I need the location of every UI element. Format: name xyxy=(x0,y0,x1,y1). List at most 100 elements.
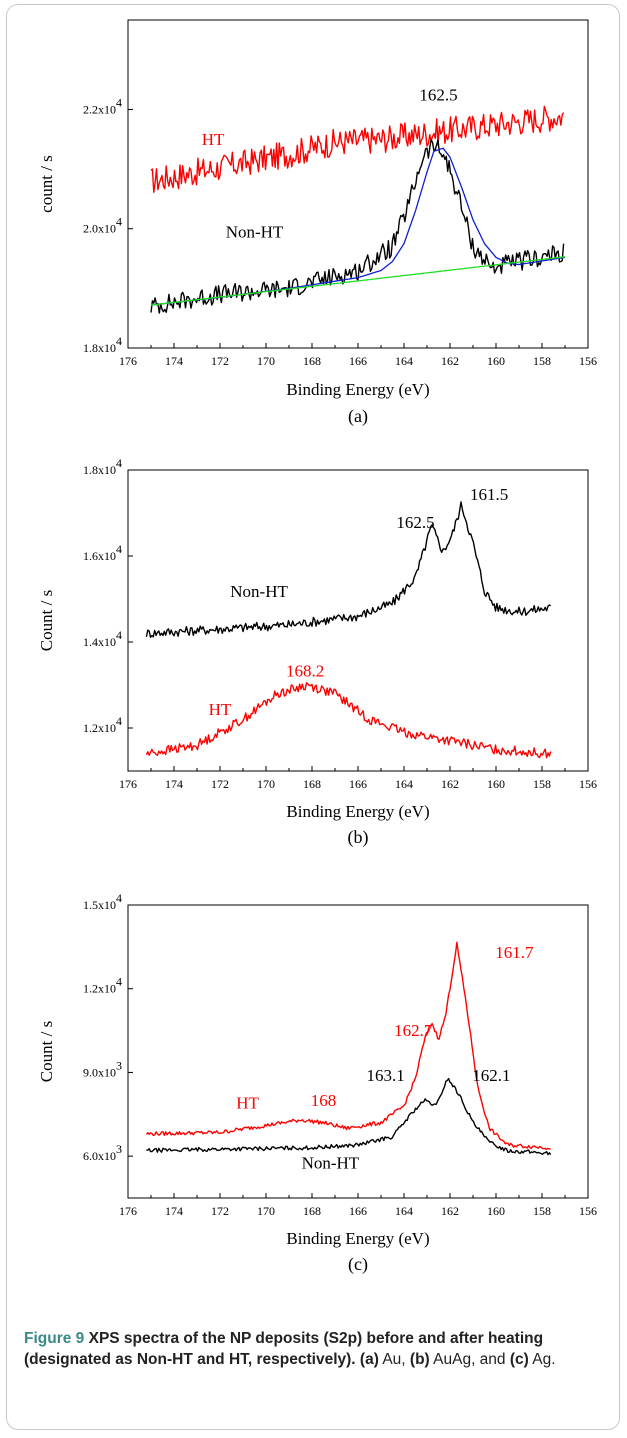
x-tick-label: 162 xyxy=(441,777,459,791)
y-axis-title: Count / s xyxy=(37,1021,56,1082)
annotation-label: 162.5 xyxy=(396,513,434,532)
x-tick-label: 164 xyxy=(395,777,413,791)
caption-main-text: XPS spectra of the NP deposits (S2p) bef… xyxy=(24,1330,544,1368)
annotation-label: HT xyxy=(236,1094,259,1113)
x-tick-label: 176 xyxy=(119,1204,137,1218)
x-tick-label: 168 xyxy=(303,1204,321,1218)
annotation-label: 161.7 xyxy=(495,943,534,962)
x-tick-label: 176 xyxy=(119,777,137,791)
y-axis-title: count / s xyxy=(37,155,56,213)
y-tick-exponent: 4 xyxy=(116,542,122,556)
chart-panel-b: 176 174 172 170 168 166 164 162 160 158 156 1.2x10 4… xyxy=(0,456,627,885)
annotation-label: Non-HT xyxy=(226,223,284,242)
y-tick-exponent: 4 xyxy=(116,891,122,905)
annotation-label: 161.5 xyxy=(470,485,508,504)
x-axis-title: Binding Energy (eV) xyxy=(286,1229,429,1248)
panel-letter: (c) xyxy=(348,1254,368,1275)
x-tick-label: 158 xyxy=(533,777,551,791)
x-axis-title: Binding Energy (eV) xyxy=(286,802,429,821)
y-tick-label: 2.0x10 xyxy=(83,222,116,236)
plot-frame xyxy=(127,469,589,772)
y-tick-exponent: 4 xyxy=(116,456,122,470)
x-tick-label: 158 xyxy=(533,354,551,368)
annotation-label: Non-HT xyxy=(302,1154,360,1173)
y-tick-label: 6.0x10 xyxy=(83,1149,116,1163)
x-tick-label: 160 xyxy=(487,777,505,791)
chart-panel-c: 176 174 172 170 168 166 164 162 160 158 156 6.0x10 3… xyxy=(0,891,627,1320)
series-line-ht xyxy=(145,682,552,759)
y-tick-exponent: 3 xyxy=(116,1142,122,1156)
x-tick-label: 162 xyxy=(441,1204,459,1218)
x-tick-label: 168 xyxy=(303,777,321,791)
x-tick-label: 162 xyxy=(441,354,459,368)
y-tick-exponent: 4 xyxy=(116,714,122,728)
y-tick-label: 1.4x10 xyxy=(83,635,116,649)
chart-panel-a: 176 174 172 170 168 166 164 162 160 158 156 1.8x10 4… xyxy=(0,0,627,470)
x-tick-label: 172 xyxy=(211,1204,229,1218)
y-tick-label: 1.2x10 xyxy=(83,982,116,996)
series-line-baseline xyxy=(150,256,566,306)
y-tick-exponent: 4 xyxy=(116,215,122,229)
annotation-label: 168.2 xyxy=(286,661,324,680)
y-tick-exponent: 4 xyxy=(116,975,122,989)
x-tick-label: 170 xyxy=(257,777,275,791)
x-tick-label: 174 xyxy=(165,1204,183,1218)
x-tick-label: 166 xyxy=(349,1204,367,1218)
caption-part-b-text: AuAg, and xyxy=(429,1351,510,1368)
annotation-label: 162.7 xyxy=(394,1021,433,1040)
series-line-non-ht xyxy=(150,139,565,314)
y-tick-exponent: 4 xyxy=(116,95,122,109)
x-tick-label: 172 xyxy=(211,354,229,368)
figure-caption: Figure 9 XPS spectra of the NP deposits … xyxy=(24,1328,604,1370)
annotation-label: HT xyxy=(209,700,232,719)
y-tick-label: 1.8x10 xyxy=(83,463,116,477)
annotation-label: 162.5 xyxy=(419,86,457,105)
y-tick-exponent: 4 xyxy=(116,334,122,348)
figure-frame xyxy=(6,4,620,1430)
x-tick-label: 164 xyxy=(395,1204,413,1218)
y-tick-label: 1.8x10 xyxy=(83,341,116,355)
caption-part-a-label: (a) xyxy=(359,1351,379,1368)
x-tick-label: 174 xyxy=(165,777,183,791)
annotation-label: 168 xyxy=(311,1091,337,1110)
panel-letter: (b) xyxy=(348,827,369,848)
y-tick-exponent: 3 xyxy=(116,1058,122,1072)
y-tick-label: 1.2x10 xyxy=(83,721,116,735)
x-tick-label: 156 xyxy=(579,1204,597,1218)
annotation-label: 162.1 xyxy=(472,1066,510,1085)
x-tick-label: 156 xyxy=(579,354,597,368)
x-tick-label: 176 xyxy=(119,354,137,368)
annotation-label: Non-HT xyxy=(230,582,288,601)
caption-part-a-text: Au, xyxy=(378,1351,406,1368)
y-tick-label: 1.5x10 xyxy=(83,898,116,912)
x-tick-label: 156 xyxy=(579,777,597,791)
x-tick-label: 174 xyxy=(165,354,183,368)
panel-letter: (a) xyxy=(348,406,368,427)
series-line-ht xyxy=(145,941,551,1150)
y-tick-exponent: 4 xyxy=(116,628,122,642)
annotation-label: 163.1 xyxy=(366,1066,404,1085)
x-tick-label: 172 xyxy=(211,777,229,791)
x-tick-label: 170 xyxy=(257,354,275,368)
caption-part-c-label: (c) xyxy=(509,1351,529,1368)
x-tick-label: 170 xyxy=(257,1204,275,1218)
annotation-label: HT xyxy=(202,130,225,149)
series-line-ht xyxy=(150,105,565,193)
caption-part-c-text: Ag. xyxy=(528,1351,556,1368)
caption-figure-label: Figure 9 xyxy=(24,1330,85,1347)
y-tick-label: 9.0x10 xyxy=(83,1065,116,1079)
x-tick-label: 168 xyxy=(303,354,321,368)
y-tick-label: 2.2x10 xyxy=(83,102,116,116)
caption-part-b-label: (b) xyxy=(409,1351,430,1368)
x-tick-label: 166 xyxy=(349,777,367,791)
y-tick-label: 1.6x10 xyxy=(83,549,116,563)
x-tick-label: 158 xyxy=(533,1204,551,1218)
x-axis-title: Binding Energy (eV) xyxy=(286,380,429,399)
series-line-non-ht xyxy=(146,1077,552,1156)
x-tick-label: 164 xyxy=(395,354,413,368)
y-axis-title: Count / s xyxy=(37,590,56,651)
x-tick-label: 160 xyxy=(487,354,505,368)
x-tick-label: 160 xyxy=(487,1204,505,1218)
